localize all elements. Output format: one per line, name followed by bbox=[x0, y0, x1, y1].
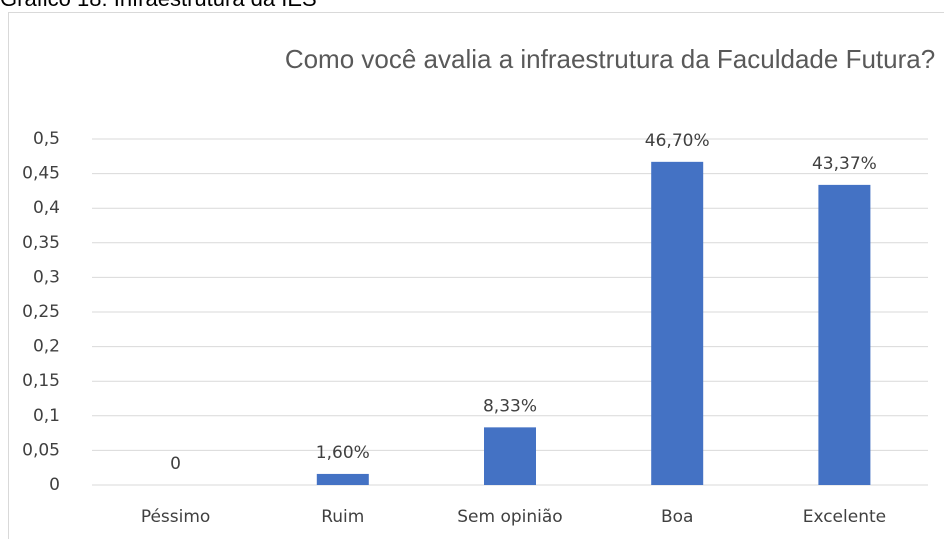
y-tick-label: 0,25 bbox=[22, 302, 60, 322]
y-tick-label: 0,2 bbox=[33, 337, 60, 357]
chart-title: Como você avalia a infraestrutura da Fac… bbox=[284, 44, 936, 74]
x-tick-label: Sem opinião bbox=[457, 507, 562, 527]
chart-border bbox=[8, 12, 944, 539]
x-tick-label: Péssimo bbox=[141, 507, 211, 527]
y-tick-label: 0,4 bbox=[33, 198, 60, 218]
bar bbox=[651, 161, 704, 485]
x-tick-label: Boa bbox=[661, 507, 693, 527]
bar bbox=[818, 184, 871, 486]
data-label: 0 bbox=[170, 454, 181, 474]
x-tick-label: Excelente bbox=[803, 507, 886, 527]
y-tick-label: 0,3 bbox=[33, 267, 60, 287]
y-tick-label: 0,5 bbox=[33, 129, 60, 149]
caption: Gráfico 18: Infraestrutura da IES bbox=[0, 0, 317, 12]
y-tick-label: 0,05 bbox=[22, 440, 60, 460]
x-tick-label: Ruim bbox=[321, 507, 364, 527]
data-label: 46,70% bbox=[645, 131, 710, 151]
data-label: 1,60% bbox=[316, 443, 370, 463]
bar bbox=[316, 473, 369, 485]
y-tick-label: 0 bbox=[49, 475, 60, 495]
y-tick-label: 0,45 bbox=[22, 164, 60, 184]
y-tick-label: 0,15 bbox=[22, 371, 60, 391]
data-label: 43,37% bbox=[812, 154, 877, 174]
bar bbox=[484, 427, 536, 485]
y-tick-label: 0,35 bbox=[22, 233, 60, 253]
data-label: 8,33% bbox=[483, 396, 537, 416]
y-tick-label: 0,1 bbox=[33, 406, 60, 426]
